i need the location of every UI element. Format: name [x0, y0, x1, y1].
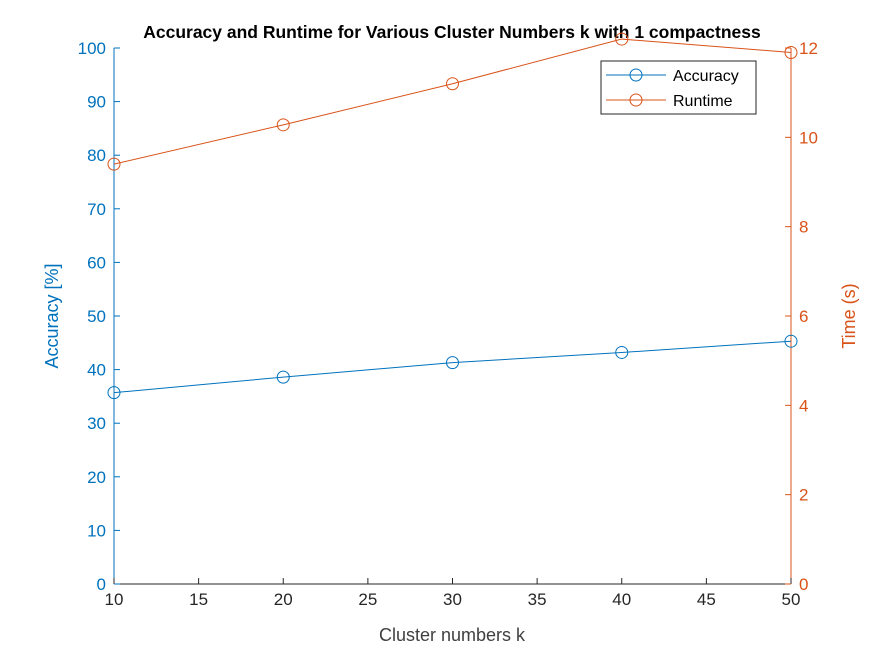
legend-box	[600, 60, 757, 115]
x-tick-label: 25	[358, 590, 377, 609]
data-point-runtime	[276, 118, 290, 132]
y-left-tick-label: 70	[87, 200, 106, 219]
y-left-tick-label: 100	[78, 39, 106, 58]
x-tick-label: 15	[189, 590, 208, 609]
y-left-tick-label: 20	[87, 468, 106, 487]
x-tick-label: 45	[697, 590, 716, 609]
y-right-tick-label: 12	[799, 39, 818, 58]
y-left-tick-label: 90	[87, 93, 106, 112]
data-point-accuracy	[615, 345, 629, 359]
series-line-runtime	[113, 38, 792, 165]
data-point-runtime	[615, 32, 629, 46]
data-point-runtime	[107, 157, 121, 171]
data-point-accuracy	[446, 356, 459, 370]
chart-title: Accuracy and Runtime for Various Cluster…	[143, 22, 761, 42]
y-axis-right-label: Time (s)	[839, 283, 859, 348]
data-point-accuracy	[276, 370, 290, 384]
data-point-accuracy	[784, 334, 798, 348]
x-tick-label: 40	[612, 590, 631, 609]
legend-label-runtime: Runtime	[673, 93, 733, 110]
x-tick-label: 20	[274, 590, 293, 609]
x-tick-label: 35	[528, 590, 547, 609]
data-point-runtime	[784, 45, 798, 59]
data-point-accuracy	[107, 386, 121, 400]
x-tick-label: 30	[443, 590, 462, 609]
plot-area: 10 15 20 25 30 35 40 45 500102030405060708090100…	[78, 32, 818, 609]
y-right-tick-label: 8	[799, 218, 808, 237]
data-point-runtime	[446, 77, 459, 91]
y-left-tick-label: 60	[87, 253, 106, 272]
y-left-tick-label: 10	[87, 521, 106, 540]
y-left-tick-label: 0	[97, 575, 106, 594]
x-axis-label: Cluster numbers k	[379, 625, 526, 645]
legend: Accuracy Runtime	[600, 60, 757, 115]
y-axis-left-label: Accuracy [%]	[42, 263, 62, 368]
series-line-accuracy	[113, 340, 792, 394]
y-right-tick-label: 6	[799, 307, 808, 326]
y-left-tick-label: 30	[87, 414, 106, 433]
legend-marker-runtime	[629, 93, 643, 107]
x-tick-label: 50	[782, 590, 801, 609]
y-left-tick-label: 40	[87, 361, 106, 380]
y-right-tick-label: 10	[799, 128, 818, 147]
y-right-tick-label: 4	[799, 396, 808, 415]
legend-marker-accuracy	[629, 68, 643, 82]
y-left-tick-label: 80	[87, 146, 106, 165]
legend-label-accuracy: Accuracy	[673, 68, 739, 85]
y-right-tick-label: 0	[799, 575, 808, 594]
y-right-tick-label: 2	[799, 486, 808, 505]
plot-background	[114, 48, 791, 584]
y-left-tick-label: 50	[87, 307, 106, 326]
x-tick-label: 10	[105, 590, 124, 609]
